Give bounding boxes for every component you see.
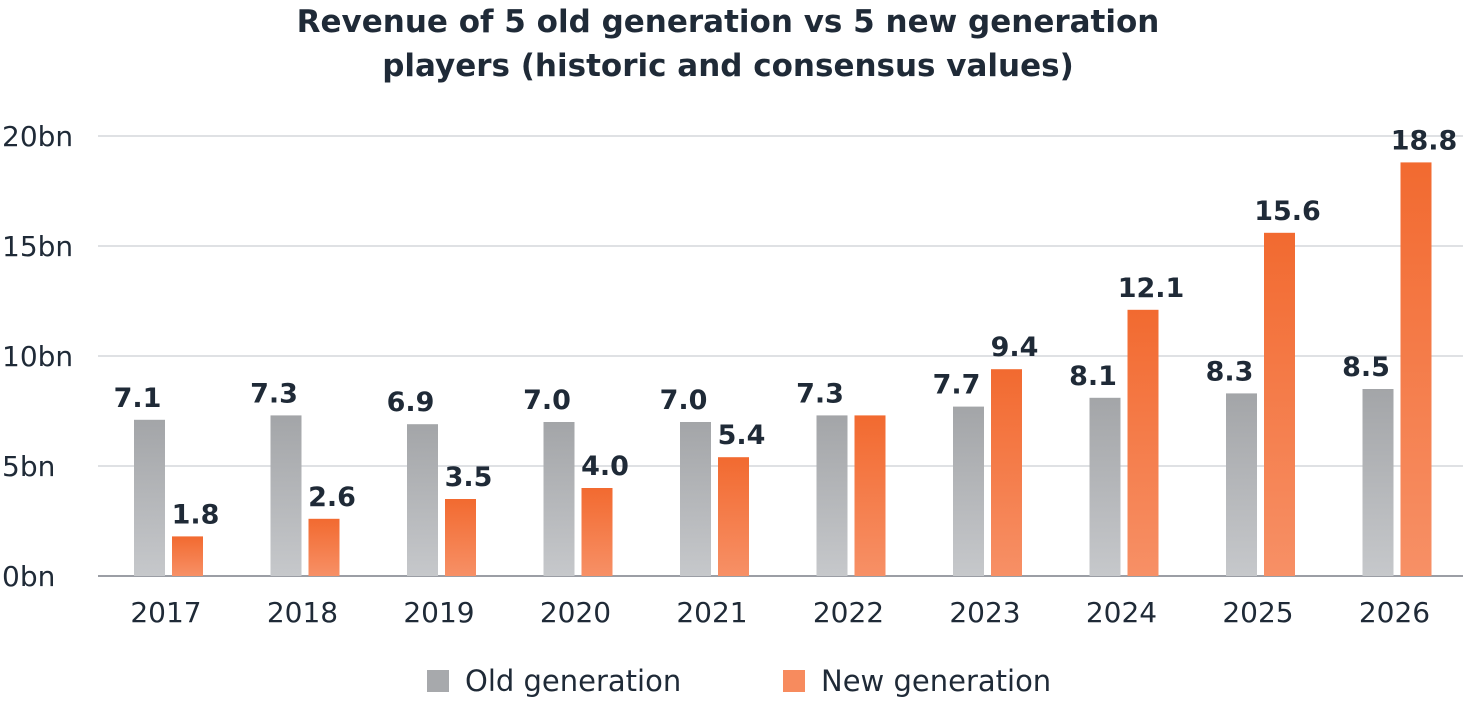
bar-new-2023	[991, 369, 1022, 576]
data-label-new-2024: 12.1	[1118, 273, 1185, 304]
legend-swatch-old	[427, 670, 449, 692]
data-label-new-2025: 15.6	[1254, 196, 1321, 227]
x-tick-label: 2025	[1222, 596, 1293, 629]
bar-old-2024	[1089, 397, 1121, 576]
data-label-old-2020: 7.0	[523, 385, 571, 416]
x-tick-label: 2017	[130, 596, 201, 629]
data-label-new-2017: 1.8	[172, 499, 220, 530]
chart-title-line-2: players (historic and consensus values)	[382, 48, 1074, 84]
data-label-new-2020: 4.0	[581, 451, 629, 482]
bar-old-2025	[1226, 393, 1257, 576]
legend-item-old: Old generation	[427, 664, 681, 698]
bar-new-2018	[308, 518, 340, 576]
data-label-new-2018: 2.6	[308, 482, 356, 513]
data-label-new-2021: 5.4	[718, 420, 766, 451]
bar-new-2020	[581, 488, 613, 576]
x-tick-label: 2018	[267, 596, 338, 629]
bar-new-2024	[1127, 309, 1159, 576]
x-axis: 2017 2018 2019 2020 2021 2022 2023 2024 2025 2026	[130, 596, 1430, 629]
y-tick-label: 5bn	[2, 450, 55, 483]
bar-old-2026	[1362, 389, 1394, 576]
bar-old-2019	[407, 424, 438, 576]
bar-new-2022	[854, 415, 886, 576]
x-tick-label: 2022	[813, 596, 884, 629]
x-tick-label: 2026	[1359, 596, 1430, 629]
bar-new-2017	[172, 536, 203, 576]
legend: Old generation New generation	[0, 664, 1463, 700]
x-tick-label: 2023	[949, 596, 1020, 629]
chart-title: Revenue of 5 old generation vs 5 new gen…	[0, 0, 1456, 88]
legend-swatch-new	[783, 670, 805, 692]
y-tick-label: 10bn	[2, 340, 73, 373]
legend-item-new: New generation	[783, 664, 1051, 698]
data-label-old-2021: 7.0	[660, 385, 708, 416]
x-tick-label: 2020	[540, 596, 611, 629]
bar-old-2023	[953, 406, 984, 576]
bar-old-2018	[270, 415, 302, 576]
bar-old-2017	[134, 419, 165, 576]
bar-new-2019	[445, 499, 476, 576]
bar-old-2021	[680, 422, 711, 576]
data-label-old-2022: 7.3	[796, 378, 844, 409]
data-label-new-2026: 18.8	[1391, 125, 1458, 156]
legend-label-new: New generation	[821, 664, 1052, 698]
data-label-old-2026: 8.5	[1342, 352, 1390, 383]
data-label-old-2017: 7.1	[114, 383, 162, 414]
bar-chart: 0bn 5bn 10bn 15bn 20bn 7.1 1.8 7.3 2.6 6.9 3.5 7.0…	[2, 120, 1463, 629]
x-tick-label: 2024	[1086, 596, 1157, 629]
x-tick-label: 2019	[403, 596, 474, 629]
y-tick-label: 20bn	[2, 120, 73, 153]
legend-label-old: Old generation	[465, 664, 682, 698]
data-labels: 7.1 1.8 7.3 2.6 6.9 3.5 7.0 4.0 7.0 5.4 7.3 7.7 9.4 8…	[114, 125, 1458, 530]
x-tick-label: 2021	[676, 596, 747, 629]
bar-new-2025	[1264, 232, 1295, 577]
bar-old-2022	[816, 415, 848, 576]
data-label-old-2023: 7.7	[933, 370, 981, 401]
y-tick-label: 15bn	[2, 230, 73, 263]
data-label-old-2019: 6.9	[387, 387, 435, 418]
data-label-old-2024: 8.1	[1069, 361, 1117, 392]
chart-title-line-1: Revenue of 5 old generation vs 5 new gen…	[296, 4, 1160, 40]
y-tick-label: 0bn	[2, 560, 55, 593]
data-label-new-2023: 9.4	[991, 332, 1039, 363]
y-axis: 0bn 5bn 10bn 15bn 20bn	[2, 120, 73, 593]
bar-new-2021	[718, 457, 749, 576]
bar-new-2026	[1400, 162, 1432, 576]
bar-old-2020	[543, 422, 575, 576]
data-label-new-2019: 3.5	[445, 462, 493, 493]
bars	[134, 162, 1432, 577]
data-label-old-2018: 7.3	[250, 378, 298, 409]
data-label-old-2025: 8.3	[1206, 356, 1254, 387]
